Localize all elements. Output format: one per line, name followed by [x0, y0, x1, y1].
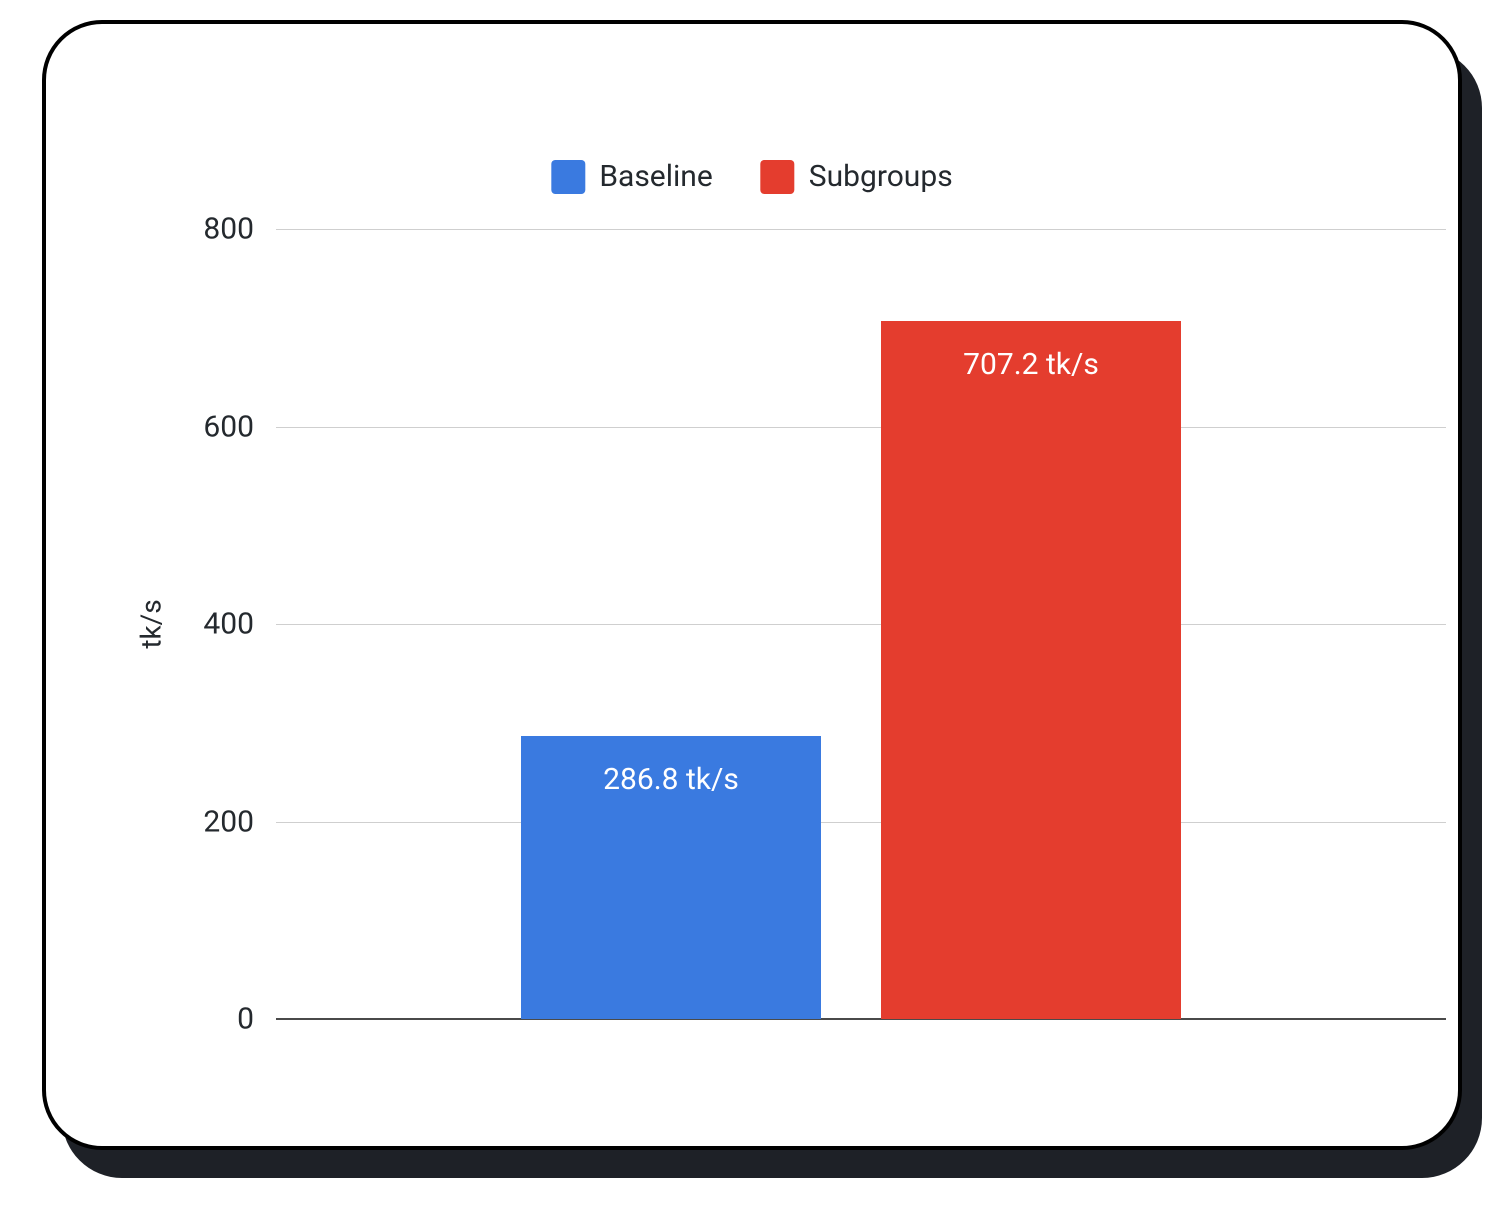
chart-card: Baseline Subgroups tk/s 0 200 400 600 800 286… — [42, 20, 1462, 1150]
bar-value-label: 707.2 tk/s — [963, 347, 1099, 382]
y-tick-label: 600 — [203, 409, 276, 444]
gridline — [276, 822, 1446, 823]
y-tick-label: 200 — [203, 804, 276, 839]
x-axis-baseline — [276, 1018, 1446, 1020]
bar-baseline: 286.8 tk/s — [521, 736, 821, 1019]
legend-label-baseline: Baseline — [599, 159, 712, 194]
legend-item-baseline: Baseline — [551, 159, 712, 194]
legend-swatch-baseline — [551, 160, 585, 194]
y-tick-label: 400 — [203, 607, 276, 642]
plot-area: 0200400600800286.8 tk/s707.2 tk/s — [276, 229, 1446, 1019]
bar-value-label: 286.8 tk/s — [603, 762, 739, 797]
y-axis-label: tk/s — [135, 599, 168, 648]
gridline — [276, 624, 1446, 625]
legend-label-subgroups: Subgroups — [809, 159, 953, 194]
legend-item-subgroups: Subgroups — [761, 159, 953, 194]
legend-swatch-subgroups — [761, 160, 795, 194]
bar-subgroups: 707.2 tk/s — [881, 321, 1181, 1019]
gridline — [276, 427, 1446, 428]
y-tick-label: 0 — [237, 1002, 276, 1037]
legend: Baseline Subgroups — [551, 159, 952, 194]
canvas: Baseline Subgroups tk/s 0 200 400 600 800 286… — [0, 0, 1508, 1222]
gridline — [276, 229, 1446, 230]
y-tick-label: 800 — [203, 212, 276, 247]
